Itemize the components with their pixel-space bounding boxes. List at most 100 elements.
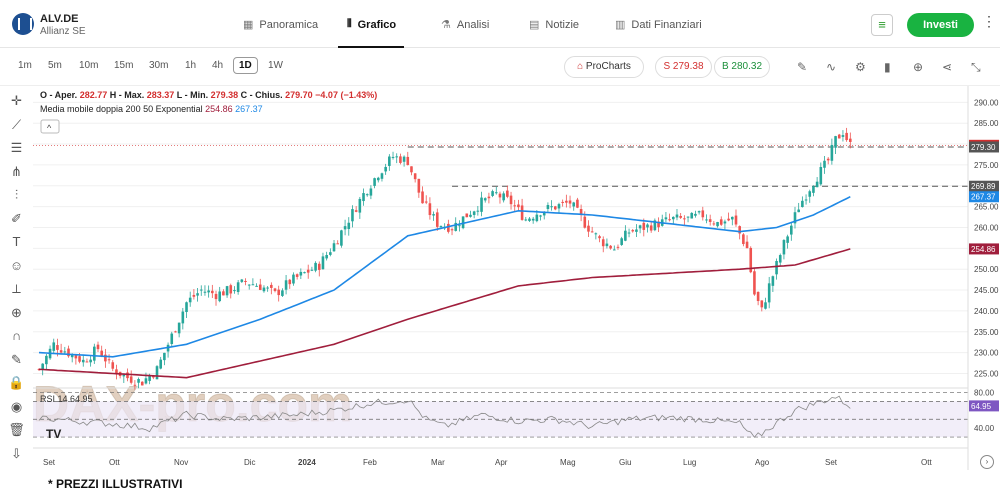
- candle-body: [351, 209, 354, 222]
- candle-body: [712, 223, 716, 225]
- ma-legend-part: Media mobile doppia 200 50 Exponential: [40, 104, 205, 114]
- candle-body: [340, 230, 343, 246]
- text-icon[interactable]: T: [12, 234, 21, 249]
- brush-icon[interactable]: ✐: [11, 210, 22, 226]
- crosshair-icon[interactable]: ✛: [11, 93, 22, 108]
- candle-body: [528, 218, 531, 221]
- candle-body: [642, 222, 646, 230]
- candle-body: [513, 205, 517, 207]
- candle-body: [749, 247, 753, 273]
- fib-icon[interactable]: ⫶: [14, 187, 19, 202]
- chart-legend: O - Aper. 282.77 H - Max. 283.37 L - Min…: [40, 90, 377, 134]
- candle-body: [609, 245, 612, 249]
- candle-body: [506, 190, 509, 197]
- candle-body: [203, 291, 207, 293]
- emoji-icon[interactable]: ☺: [9, 257, 24, 273]
- candle-body: [369, 188, 373, 196]
- invest-button[interactable]: Investi: [907, 13, 974, 37]
- timeframe-30m[interactable]: 30m: [149, 60, 169, 71]
- candle-body: [738, 226, 741, 234]
- ticker-symbol: ALV.DE: [40, 13, 79, 25]
- candle-body: [137, 379, 140, 383]
- tab-panoramica[interactable]: ▦ Panoramica: [243, 18, 318, 32]
- bar-chart-icon: ▥: [615, 19, 626, 31]
- add-icon[interactable]: ⊕: [913, 60, 924, 74]
- candle-body: [354, 210, 358, 212]
- pitchfork-icon[interactable]: ⋔: [11, 163, 22, 179]
- ruler-icon[interactable]: ⟂: [12, 281, 21, 296]
- candle-body: [594, 233, 598, 235]
- share-icon[interactable]: ⋖: [942, 60, 953, 74]
- tab-notizie[interactable]: ▤ Notizie: [529, 18, 579, 32]
- candle-body: [487, 196, 491, 199]
- settings-icon[interactable]: ⚙: [855, 60, 866, 74]
- candle-body: [70, 354, 74, 358]
- indicator-icon[interactable]: ∿: [826, 60, 837, 74]
- watchlist-button[interactable]: ≡: [871, 14, 893, 36]
- candle-body: [413, 173, 417, 180]
- candle-body: [472, 211, 476, 215]
- tab-grafico[interactable]: ⫴ Grafico: [347, 18, 396, 31]
- legend-collapse-button: [40, 119, 60, 134]
- candle-body: [447, 223, 450, 232]
- candle-body: [572, 202, 576, 207]
- tab-analisi[interactable]: ⚗ Analisi: [441, 18, 489, 32]
- candle-body: [627, 232, 631, 234]
- candle-body: [258, 284, 262, 290]
- timeframe-1h[interactable]: 1h: [185, 60, 197, 71]
- candle-body: [52, 342, 56, 351]
- collapse-icon[interactable]: ⤡: [971, 60, 981, 74]
- trash-icon[interactable]: 🗑: [8, 422, 25, 437]
- candle-body: [483, 198, 487, 201]
- ohlc-legend-part: C - Chius.: [241, 90, 286, 100]
- tab-label: Dati Finanziari: [631, 18, 702, 31]
- eye-icon[interactable]: ◉: [10, 398, 23, 414]
- x-tick-label: 2024: [298, 458, 316, 467]
- horizontal-lines-icon[interactable]: ☰: [10, 140, 23, 155]
- sell-button[interactable]: S 279.38: [655, 56, 712, 78]
- candle-body: [583, 216, 587, 228]
- more-options-icon[interactable]: ⋮: [982, 13, 996, 29]
- candle-body: [225, 286, 229, 296]
- candle-body: [421, 191, 424, 204]
- candle-body: [675, 214, 679, 218]
- candle-body: [767, 283, 771, 303]
- timeframe-5m[interactable]: 5m: [48, 60, 62, 71]
- price-label: 269.89: [971, 182, 996, 191]
- candle-body: [240, 279, 244, 282]
- magnet-icon[interactable]: ∩: [11, 328, 22, 343]
- candle-body: [450, 229, 454, 231]
- rsi-series: [38, 395, 851, 438]
- zoom-icon[interactable]: ⊕: [11, 304, 22, 320]
- candle-body: [310, 269, 314, 271]
- timeframe-4h[interactable]: 4h: [212, 60, 224, 71]
- scroll-right-icon[interactable]: ›: [980, 455, 994, 469]
- timeframe-1d[interactable]: 1D: [233, 57, 258, 74]
- lock-draw-icon[interactable]: ✎: [11, 351, 22, 367]
- lock-icon[interactable]: 🔒: [8, 375, 25, 390]
- candle-body: [133, 384, 137, 386]
- candle-body: [89, 359, 92, 363]
- timeframe-10m[interactable]: 10m: [79, 60, 99, 71]
- timeframe-1m[interactable]: 1m: [18, 60, 32, 71]
- candle-body: [321, 256, 325, 270]
- candle-body: [126, 372, 129, 379]
- buy-button[interactable]: B 280.32: [714, 56, 770, 78]
- news-icon: ▤: [529, 19, 540, 31]
- candle-body: [277, 289, 281, 296]
- timeframe-15m[interactable]: 15m: [114, 60, 134, 71]
- pencil-icon[interactable]: ✎: [797, 60, 808, 74]
- scroll-down-icon[interactable]: ⇩: [11, 445, 22, 461]
- candle-body: [576, 199, 579, 208]
- trend-line-icon[interactable]: ⟋: [11, 116, 22, 132]
- allianz-logo: [12, 13, 34, 35]
- chart-type-icon[interactable]: ▮: [884, 60, 891, 74]
- tab-dati-finanziari[interactable]: ▥ Dati Finanziari: [615, 18, 702, 32]
- candle-body: [742, 234, 745, 245]
- candle-body: [174, 331, 177, 333]
- candle-body: [111, 362, 115, 369]
- timeframe-1w[interactable]: 1W: [268, 60, 283, 71]
- ohlc-legend-part: 282.77: [80, 90, 110, 100]
- procharts-button[interactable]: ⌂ ProCharts: [564, 56, 644, 78]
